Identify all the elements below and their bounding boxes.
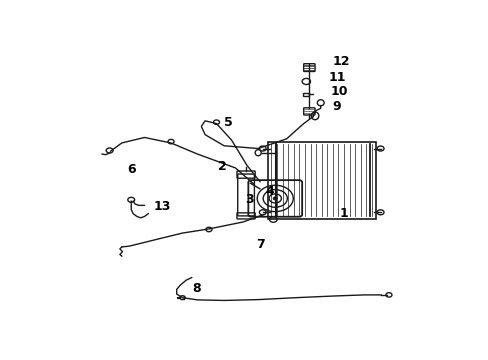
Text: 4: 4 [265,185,274,198]
Bar [302,93,308,96]
Text: 7: 7 [256,238,264,251]
Text: 9: 9 [331,100,340,113]
Text: 10: 10 [329,85,347,98]
Text: 1: 1 [339,207,348,220]
Text: 2: 2 [218,160,227,173]
Text: 5: 5 [224,116,232,129]
Text: 3: 3 [244,193,253,206]
Text: 11: 11 [327,71,345,84]
Circle shape [272,197,277,200]
Text: 6: 6 [127,163,136,176]
Text: 8: 8 [191,282,200,295]
Text: 12: 12 [331,55,349,68]
Text: 13: 13 [154,200,171,213]
